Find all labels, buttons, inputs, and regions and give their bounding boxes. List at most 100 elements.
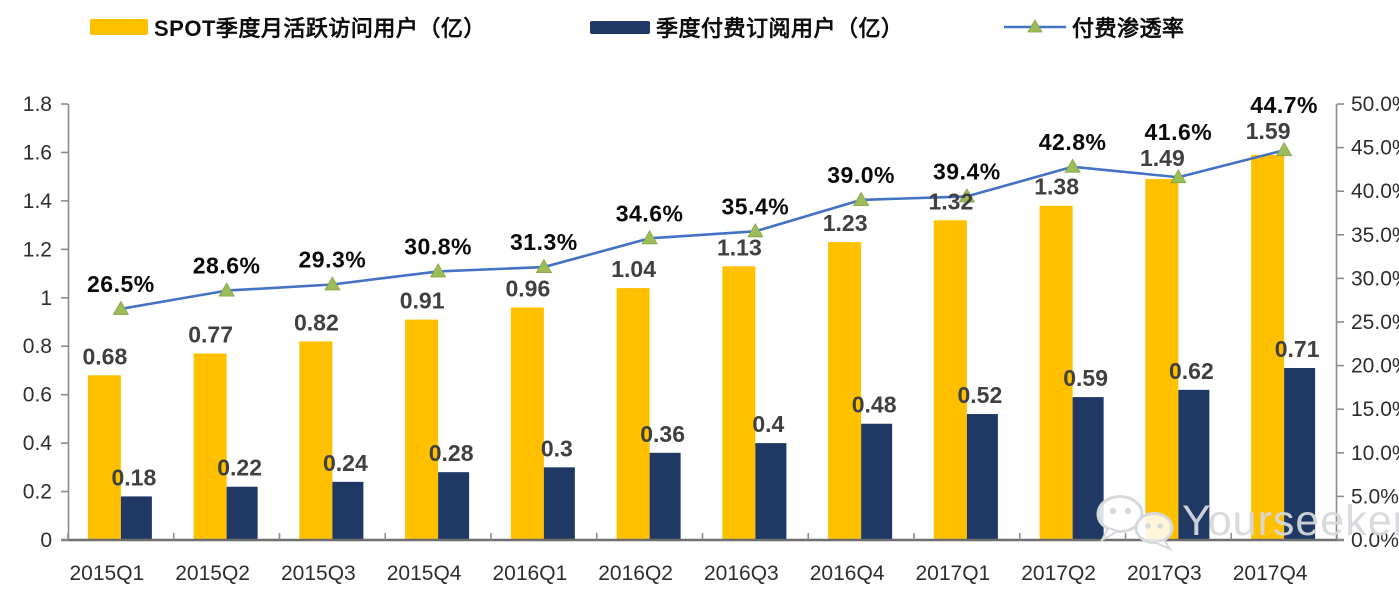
mau-value-label: 1.49 [1140, 145, 1185, 171]
left-axis-tick-label: 1 [40, 287, 52, 310]
paid-value-label: 0.28 [429, 440, 474, 466]
paid-bar [649, 452, 681, 540]
penetration-value-label: 41.6% [1145, 119, 1213, 145]
right-axis-tick-label: 35.0% [1351, 224, 1399, 247]
mau-bar [1251, 154, 1285, 540]
penetration-value-label: 39.0% [827, 162, 895, 188]
mau-bar [193, 353, 227, 540]
mau-bar [299, 341, 333, 540]
legend-swatch-paid-bar [590, 20, 650, 34]
legend-marker [1027, 19, 1043, 33]
legend-item-mau: SPOT季度月活跃访问用户（亿） [90, 14, 486, 41]
penetration-value-label: 31.3% [510, 229, 578, 255]
mau-bar [616, 288, 650, 540]
paid-value-label: 0.22 [217, 455, 262, 481]
mau-bar [1039, 205, 1073, 540]
right-axis-tick-label: 10.0% [1351, 442, 1399, 465]
penetration-value-label: 35.4% [722, 193, 790, 219]
left-axis-tick-label: 0.6 [23, 384, 52, 407]
left-axis-tick-label: 0.2 [23, 481, 52, 504]
mau-bar [722, 266, 756, 540]
paid-value-label: 0.18 [111, 464, 156, 490]
paid-bar [543, 467, 575, 540]
x-axis-label: 2016Q2 [598, 562, 673, 585]
legend-label-mau: SPOT季度月活跃访问用户（亿） [154, 16, 486, 41]
penetration-value-label: 44.7% [1250, 92, 1318, 118]
paid-bar [438, 472, 470, 540]
mau-value-label: 0.77 [188, 321, 233, 347]
mau-value-label: 0.68 [82, 343, 127, 369]
legend-item-paid: 季度付费订阅用户（亿） [590, 14, 904, 41]
x-axis-label: 2015Q3 [281, 562, 356, 585]
mau-value-label: 1.13 [717, 234, 762, 260]
right-axis-tick-label: 50.0% [1351, 93, 1399, 116]
x-axis-label: 2016Q4 [810, 562, 885, 585]
left-axis-tick-label: 1.2 [23, 238, 52, 261]
mau-bar [1145, 179, 1179, 541]
penetration-marker [1170, 168, 1187, 184]
left-axis-tick-label: 1.6 [23, 141, 52, 164]
mau-value-label: 1.23 [823, 210, 868, 236]
paid-bar [755, 443, 787, 540]
right-axis-tick-label: 20.0% [1351, 355, 1399, 378]
x-axis-label: 2015Q1 [70, 562, 145, 585]
legend-swatch-line-marker [1004, 19, 1066, 33]
penetration-marker [535, 258, 553, 273]
penetration-value-label: 26.5% [87, 271, 155, 297]
paid-value-label: 0.4 [752, 411, 784, 437]
penetration-marker [852, 191, 870, 206]
penetration-value-label: 29.3% [299, 247, 367, 273]
legend-swatch-mau-bar [90, 19, 148, 35]
right-axis-tick-label: 25.0% [1351, 311, 1399, 334]
right-axis-tick-label: 5.0% [1351, 485, 1399, 508]
penetration-value-label: 39.4% [933, 158, 1001, 184]
x-axis-label: 2016Q3 [704, 562, 779, 585]
right-axis-tick-label: 15.0% [1351, 398, 1399, 421]
mau-bar [87, 375, 121, 540]
paid-bar [1072, 397, 1104, 540]
paid-value-label: 0.3 [541, 435, 573, 461]
penetration-value-label: 42.8% [1039, 129, 1107, 155]
paid-value-label: 0.59 [1063, 365, 1108, 391]
paid-bar [120, 496, 152, 540]
paid-value-label: 0.36 [640, 421, 685, 447]
penetration-marker [429, 263, 447, 278]
penetration-value-label: 34.6% [616, 200, 684, 226]
left-axis-tick-label: 1.4 [23, 190, 53, 213]
paid-bar [966, 414, 998, 540]
legend-label-penetration: 付费渗透率 [1072, 16, 1185, 41]
mau-bar [828, 242, 862, 541]
mau-value-label: 0.91 [400, 288, 445, 314]
x-axis-label: 2016Q1 [493, 562, 568, 585]
penetration-line [120, 148, 1285, 311]
x-axis-label: 2017Q1 [916, 562, 991, 585]
penetration-marker [641, 229, 658, 245]
penetration-marker [1064, 158, 1081, 173]
left-axis-tick-label: 0.4 [23, 432, 53, 455]
paid-bar [226, 486, 258, 540]
paid-value-label: 0.71 [1275, 336, 1320, 362]
paid-bar [332, 481, 364, 540]
paid-value-label: 0.48 [852, 392, 897, 418]
right-axis-tick-label: 30.0% [1351, 267, 1399, 290]
legend-item-penetration: 付费渗透率 [1004, 14, 1185, 41]
x-axis-label: 2017Q3 [1127, 562, 1202, 585]
penetration-marker [112, 300, 130, 315]
x-axis-label: 2017Q4 [1233, 562, 1308, 585]
mau-value-label: 0.82 [294, 309, 339, 335]
mau-value-label: 1.32 [928, 188, 973, 214]
paid-value-label: 0.24 [323, 450, 368, 476]
x-axis-label: 2017Q2 [1021, 562, 1096, 585]
penetration-marker [958, 188, 976, 203]
paid-bar [1178, 389, 1210, 540]
right-axis-tick-label: 45.0% [1351, 137, 1399, 160]
mau-bar [405, 319, 439, 540]
mau-bar [510, 307, 544, 540]
penetration-value-label: 30.8% [404, 233, 472, 259]
paid-bar [1284, 368, 1316, 540]
mau-value-label: 1.38 [1034, 174, 1079, 200]
right-axis-tick-label: 40.0% [1351, 180, 1399, 203]
mau-value-label: 1.04 [611, 256, 656, 282]
penetration-marker [747, 223, 764, 238]
